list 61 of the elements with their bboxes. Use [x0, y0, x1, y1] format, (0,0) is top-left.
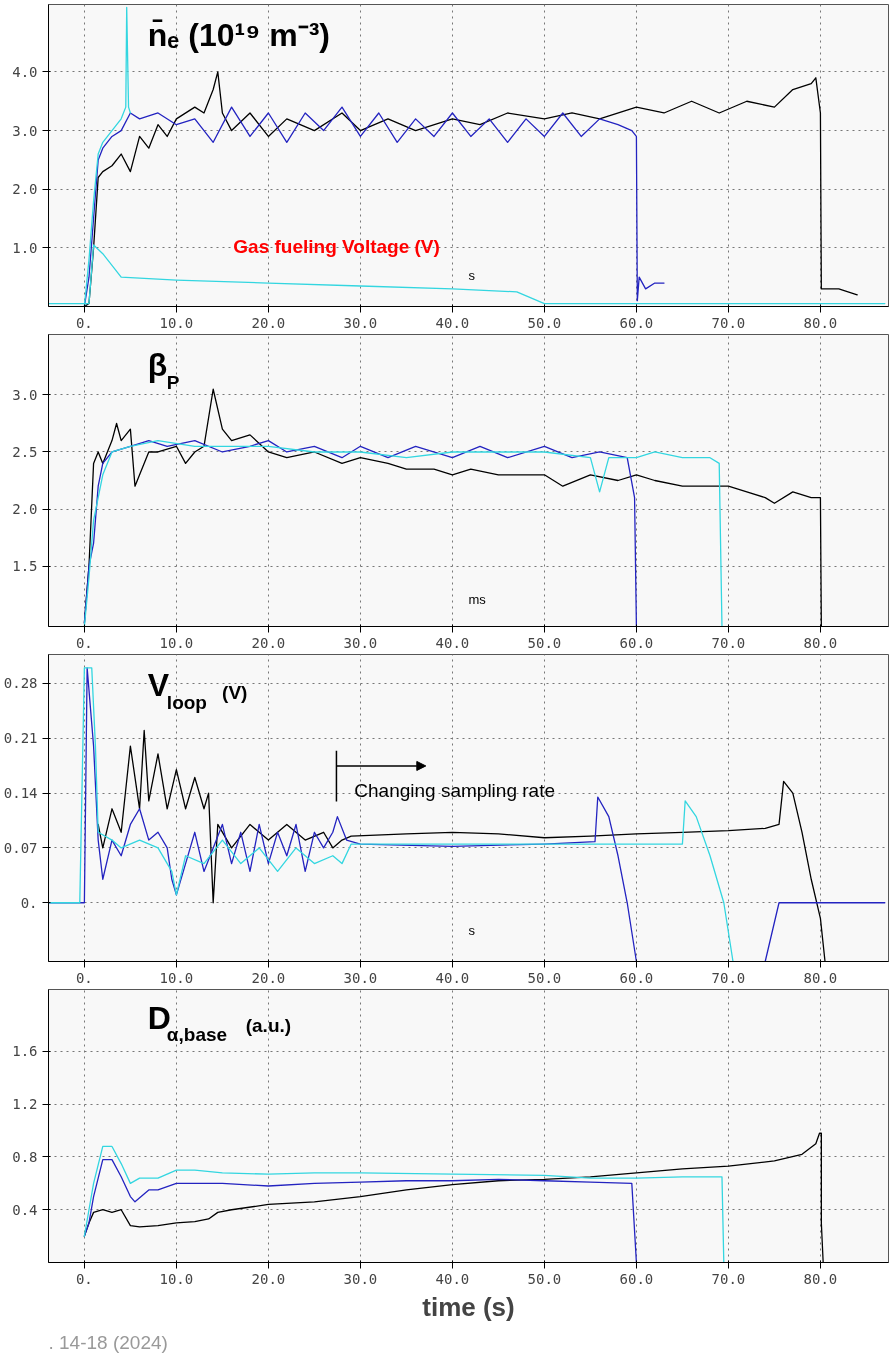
x-tick-label: 70.0 — [711, 634, 746, 651]
x-tick-label: 20.0 — [251, 1270, 286, 1287]
x-tick-label: 40.0 — [435, 314, 470, 331]
x-tick-label: 20.0 — [251, 634, 286, 651]
x-tick-label: 20.0 — [251, 969, 286, 986]
x-tick-label: 60.0 — [619, 314, 654, 331]
annotation: Changing sampling rate — [354, 780, 555, 802]
x-tick-label: 60.0 — [619, 969, 654, 986]
x-tick-label: 0. — [75, 1270, 93, 1287]
y-tick-label: 2.5 — [12, 443, 38, 460]
y-tick-label: 3.0 — [12, 386, 38, 403]
annotation: s — [468, 923, 476, 939]
x-tick-label: 10.0 — [159, 314, 194, 331]
y-tick-label: 0. — [20, 894, 38, 911]
x-tick-label: 30.0 — [343, 314, 378, 331]
x-tick-label: 60.0 — [619, 1270, 654, 1287]
y-tick-label: 0.8 — [12, 1148, 38, 1165]
y-tick-label: 0.21 — [3, 730, 38, 747]
x-tick-label: 40.0 — [435, 969, 470, 986]
x-tick-label: 50.0 — [527, 634, 562, 651]
x-tick-label: 80.0 — [803, 314, 838, 331]
x-tick-label: 80.0 — [803, 634, 838, 651]
y-tick-label: 0.28 — [3, 675, 38, 692]
y-tick-label: 4.0 — [12, 63, 38, 80]
x-tick-label: 0. — [75, 969, 93, 986]
x-tick-label: 10.0 — [159, 634, 194, 651]
y-tick-label: 1.0 — [12, 239, 38, 256]
x-tick-label: 80.0 — [803, 1270, 838, 1287]
y-tick-label: 2.0 — [12, 501, 38, 518]
x-tick-label: 70.0 — [711, 1270, 746, 1287]
y-tick-label: 3.0 — [12, 122, 38, 139]
y-tick-label: 0.14 — [3, 785, 38, 802]
x-tick-label: 20.0 — [251, 314, 286, 331]
x-tick-label: 30.0 — [343, 634, 378, 651]
x-tick-label: 80.0 — [803, 969, 838, 986]
y-tick-label: 1.6 — [12, 1043, 38, 1060]
x-tick-label: 0. — [75, 634, 93, 651]
x-axis-title: time (s) — [422, 1291, 515, 1322]
y-tick-label: 0.4 — [12, 1201, 38, 1218]
x-tick-label: 30.0 — [343, 969, 378, 986]
x-tick-label: 30.0 — [343, 1270, 378, 1287]
x-tick-label: 60.0 — [619, 634, 654, 651]
x-tick-label: 10.0 — [159, 1270, 194, 1287]
x-tick-label: 70.0 — [711, 314, 746, 331]
x-tick-label: 70.0 — [711, 969, 746, 986]
y-tick-label: 1.2 — [12, 1096, 38, 1113]
x-tick-label: 40.0 — [435, 1270, 470, 1287]
annotation: s — [468, 268, 476, 284]
y-tick-label: 1.5 — [12, 558, 38, 575]
y-tick-label: 2.0 — [12, 181, 38, 198]
x-tick-label: 10.0 — [159, 969, 194, 986]
x-tick-label: 50.0 — [527, 1270, 562, 1287]
x-tick-label: 0. — [75, 314, 93, 331]
text: . 14-18 (2024) — [48, 1331, 168, 1353]
annotation: ms — [468, 592, 487, 608]
x-tick-label: 40.0 — [435, 634, 470, 651]
y-tick-label: 0.07 — [3, 839, 38, 856]
x-tick-label: 50.0 — [527, 969, 562, 986]
x-tick-label: 50.0 — [527, 314, 562, 331]
chart-title: n̄ₑ (10¹⁹ m⁻³) — [147, 17, 331, 54]
annotation: Gas fueling Voltage (V) — [233, 236, 440, 257]
